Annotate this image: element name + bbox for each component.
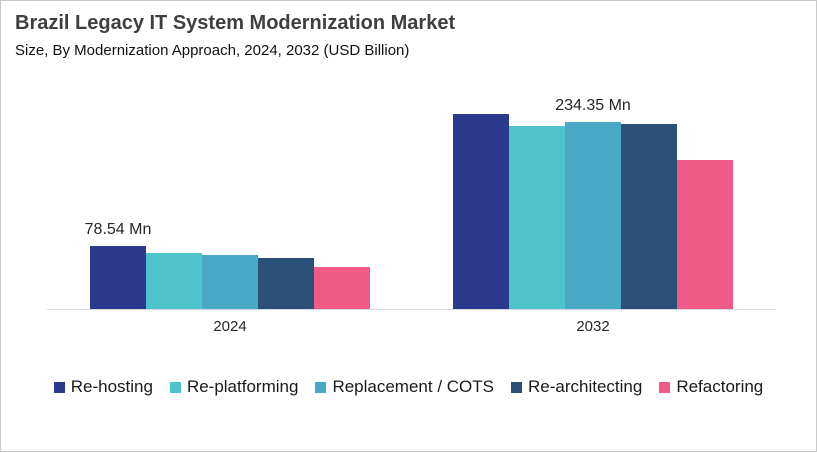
legend: Re-hosting Re-platforming Replacement / CO… bbox=[1, 377, 816, 397]
data-label-2024-re-hosting: 78.54 Mn bbox=[84, 221, 152, 238]
legend-label-re-hosting: Re-hosting bbox=[70, 377, 153, 396]
chart-title: Brazil Legacy IT System Modernization Ma… bbox=[15, 12, 456, 34]
plot-area: 78.54 Mn 234.35 Mn bbox=[1, 1, 816, 309]
bar-2032-refactoring bbox=[677, 160, 733, 309]
legend-item-replacement-cots: Replacement / COTS bbox=[315, 377, 494, 397]
legend-swatch-re-platforming bbox=[169, 381, 181, 393]
legend-swatch-refactoring bbox=[659, 381, 671, 393]
legend-label-re-architecting: Re-architecting bbox=[528, 377, 643, 396]
x-axis-label-2024: 2024 bbox=[213, 318, 247, 335]
legend-swatch-replacement-cots bbox=[315, 381, 327, 393]
bar-2032-re-hosting bbox=[453, 114, 509, 309]
bar-2024-replacement-cots bbox=[202, 255, 258, 309]
legend-item-re-architecting: Re-architecting bbox=[511, 377, 642, 397]
bar-2032-re-architecting bbox=[621, 124, 677, 309]
data-label-2032-replacement-cots: 234.35 Mn bbox=[555, 97, 631, 114]
bar-2024-re-architecting bbox=[258, 258, 314, 309]
bar-2032-replacement-cots bbox=[565, 122, 621, 309]
legend-swatch-re-hosting bbox=[53, 381, 65, 393]
chart-subtitle: Size, By Modernization Approach, 2024, 2… bbox=[15, 42, 410, 59]
bar-2032-re-platforming bbox=[509, 126, 565, 309]
legend-item-refactoring: Refactoring bbox=[659, 377, 763, 397]
legend-label-re-platforming: Re-platforming bbox=[186, 377, 299, 396]
legend-swatch-re-architecting bbox=[511, 381, 522, 393]
x-axis-line bbox=[47, 309, 776, 310]
bar-2024-refactoring bbox=[314, 267, 370, 309]
bar-2024-re-platforming bbox=[146, 253, 202, 309]
legend-label-replacement-cots: Replacement / COTS bbox=[332, 377, 494, 396]
legend-item-re-platforming: Re-platforming bbox=[169, 377, 299, 397]
legend-label-refactoring: Refactoring bbox=[676, 377, 764, 396]
x-axis-label-2032: 2032 bbox=[576, 318, 610, 335]
legend-item-re-hosting: Re-hosting bbox=[53, 377, 153, 397]
bar-2024-re-hosting bbox=[90, 246, 146, 309]
